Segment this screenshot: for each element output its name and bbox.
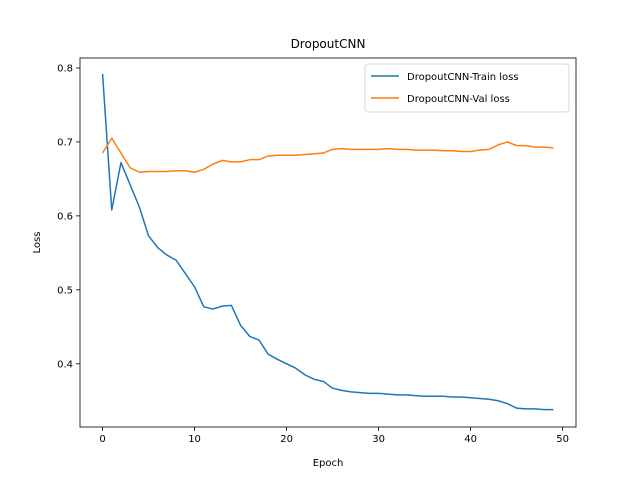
y-tick-label: 0.6: [57, 211, 73, 222]
x-tick-label: 40: [464, 434, 477, 445]
y-tick-label: 0.4: [57, 359, 73, 370]
legend-label: DropoutCNN-Train loss: [407, 72, 519, 83]
y-tick-label: 0.8: [57, 63, 73, 74]
x-tick-label: 20: [280, 434, 293, 445]
x-axis-label: Epoch: [313, 458, 344, 469]
legend-box: [364, 63, 570, 113]
x-axis: 0 10 20 30 40 50: [99, 427, 569, 445]
chart-title: DropoutCNN: [291, 37, 366, 51]
y-axis-label: Loss: [32, 232, 43, 254]
x-tick-label: 50: [556, 434, 569, 445]
x-tick-label: 0: [99, 434, 105, 445]
y-tick-label: 0.5: [57, 285, 73, 296]
x-tick-label: 10: [188, 434, 201, 445]
y-axis: 0.4 0.5 0.6 0.7 0.8: [57, 63, 80, 370]
series-line-val-loss: [101, 137, 554, 173]
series-line-train-loss: [101, 73, 554, 411]
legend: DropoutCNN-Train loss DropoutCNN-Val loss: [364, 63, 570, 113]
y-tick-label: 0.7: [57, 137, 73, 148]
axes-frame: [79, 57, 577, 428]
legend-label: DropoutCNN-Val loss: [407, 94, 510, 105]
series-layer: [101, 73, 554, 411]
x-tick-label: 30: [372, 434, 385, 445]
